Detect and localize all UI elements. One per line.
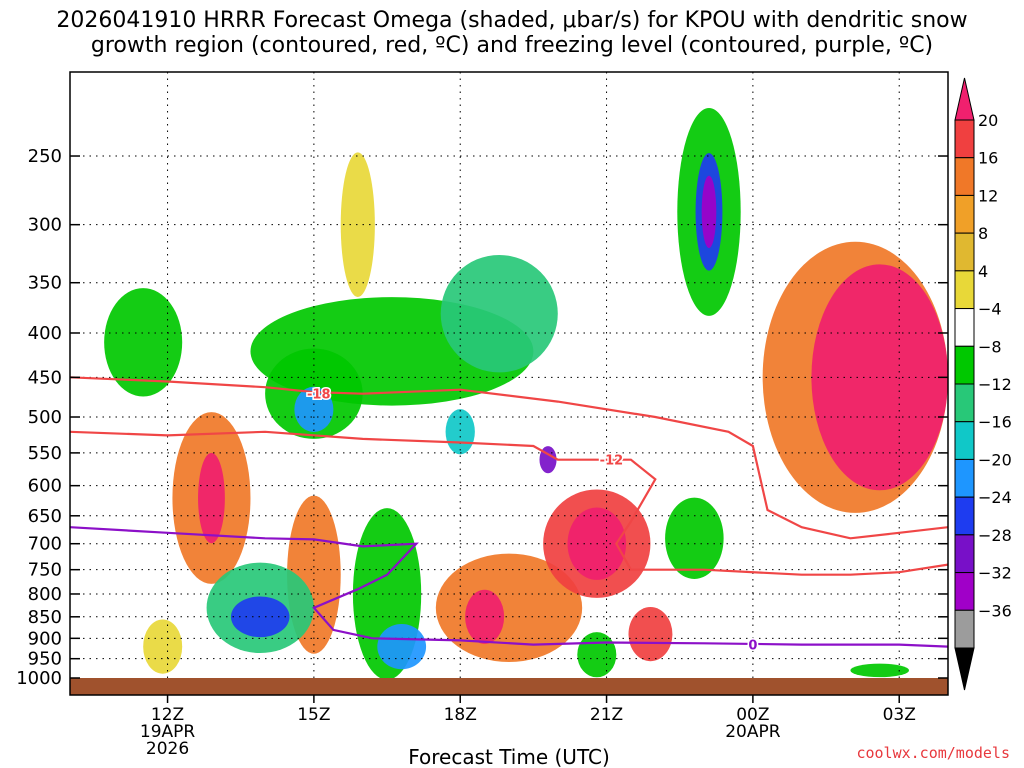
y-axis-ticks: 2503003504004505005506006507007508008509… — [16, 146, 948, 689]
contour-label: 0 — [748, 639, 757, 654]
colorbar-label: −36 — [978, 601, 1012, 620]
contour-line — [70, 376, 948, 540]
omega-region — [104, 288, 183, 397]
x-tick-label: 12Z — [151, 705, 184, 725]
y-tick-label: 550 — [28, 443, 62, 464]
contour-label: -18 — [307, 388, 331, 403]
y-tick-label: 250 — [28, 146, 62, 167]
colorbar-box — [954, 572, 975, 611]
y-tick-label: 700 — [28, 534, 62, 555]
ground-strip — [70, 678, 948, 695]
colorbar-label: 12 — [978, 186, 998, 205]
omega-region — [811, 264, 948, 491]
colorbar-label: −8 — [978, 337, 1002, 356]
y-tick-label: 500 — [28, 407, 62, 428]
colorbar-label: −16 — [978, 413, 1012, 432]
omega-region — [198, 452, 225, 544]
omega-region — [294, 386, 334, 432]
omega-region — [440, 254, 558, 373]
omega-region — [377, 624, 427, 670]
colorbar-box — [954, 119, 975, 159]
colorbar-box — [954, 345, 975, 385]
x-axis-label: Forecast Time (UTC) — [408, 745, 610, 768]
y-tick-label: 400 — [28, 323, 62, 344]
colorbar-box — [954, 194, 975, 234]
x-tick-label: 18Z — [444, 705, 477, 725]
y-tick-label: 800 — [28, 584, 62, 605]
colorbar-label: −28 — [978, 526, 1012, 545]
colorbar-label: −4 — [978, 300, 1002, 319]
colorbar-box — [954, 308, 975, 347]
contour-lines: -18 -12 0 — [70, 376, 948, 655]
colorbar-box — [954, 496, 975, 536]
colorbar-label: 8 — [978, 224, 988, 243]
colorbar-label: 16 — [978, 149, 998, 168]
x-tick-year: 2026 — [146, 739, 189, 759]
plot-frame — [69, 71, 949, 696]
y-tick-label: 300 — [28, 215, 62, 236]
colorbar-box — [954, 534, 975, 574]
colorbar-label: −32 — [978, 564, 1012, 583]
chart-title-line1: 2026041910 HRRR Forecast Omega (shaded, … — [56, 8, 968, 33]
omega-region — [465, 589, 505, 644]
colorbar-label: 20 — [978, 111, 998, 130]
colorbar-label: −20 — [978, 450, 1012, 469]
y-tick-label: 750 — [28, 560, 62, 581]
colorbar-box — [954, 270, 975, 310]
omega-colorbar: 20 16 12 8 4 −4 −8 −12 −16 −20 −24 −28 −32 −36 — [954, 77, 1012, 691]
colorbar-box — [954, 232, 975, 272]
y-tick-label: 650 — [28, 506, 62, 527]
x-tick-label: 03Z — [883, 705, 916, 725]
omega-region — [628, 607, 673, 662]
contour-line — [70, 430, 948, 576]
x-tick-label: 00Z — [736, 705, 769, 725]
y-tick-label: 350 — [28, 273, 62, 294]
omega-region — [143, 619, 183, 674]
y-tick-label: 450 — [28, 367, 62, 388]
x-tick-label: 15Z — [297, 705, 330, 725]
y-tick-label: 900 — [28, 628, 62, 649]
omega-region — [445, 409, 475, 455]
colorbar-box — [954, 609, 975, 649]
x-tick-label: 21Z — [590, 705, 623, 725]
colorbar-box — [954, 421, 975, 460]
omega-region — [665, 497, 724, 579]
colorbar-label: −24 — [978, 488, 1012, 507]
contour-label: -12 — [600, 454, 624, 469]
colorbar-box — [954, 383, 975, 423]
omega-region — [577, 632, 617, 678]
colorbar-box — [954, 157, 975, 196]
y-tick-label: 1000 — [16, 668, 62, 689]
omega-region — [850, 663, 909, 678]
x-tick-date: 19APR — [140, 722, 196, 742]
source-credit: coolwx.com/models — [856, 744, 1010, 762]
colorbar-label: −12 — [978, 375, 1012, 394]
omega-region — [230, 596, 290, 638]
y-tick-label: 950 — [28, 649, 62, 670]
colorbar-top-arrow — [954, 77, 975, 121]
x-tick-date: 20APR — [725, 722, 781, 742]
y-tick-label: 850 — [28, 607, 62, 628]
contour-line — [70, 526, 948, 648]
colorbar-label: 4 — [978, 262, 988, 281]
y-tick-label: 600 — [28, 476, 62, 497]
colorbar-box — [954, 458, 975, 498]
omega-region — [340, 152, 375, 297]
chart-title-line2: growth region (contoured, red, ºC) and f… — [90, 33, 934, 58]
colorbar-bottom-arrow — [954, 647, 975, 691]
omega-region — [701, 175, 717, 249]
